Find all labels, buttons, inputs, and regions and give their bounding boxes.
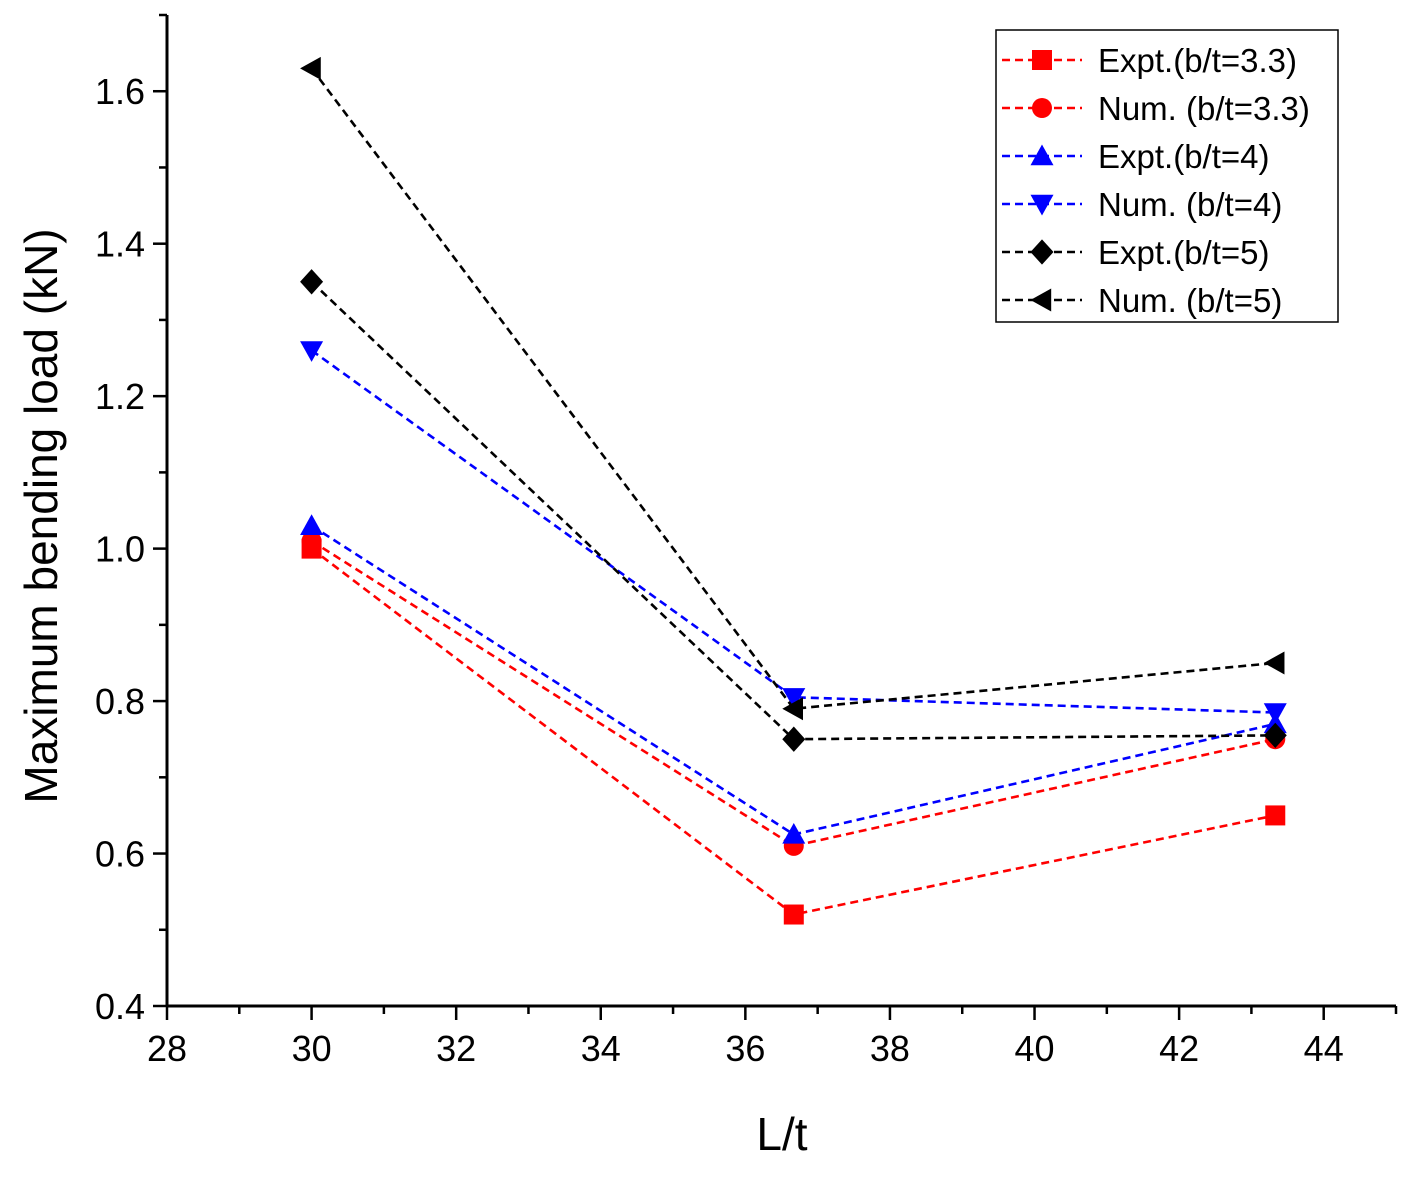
data-point [1265, 805, 1286, 826]
y-tick-label: 0.6 [95, 834, 145, 875]
y-tick-label: 1.4 [95, 224, 145, 265]
legend-label: Expt.(b/t=4) [1098, 138, 1270, 175]
data-point [782, 688, 806, 709]
legend-label: Expt.(b/t=5) [1098, 234, 1270, 271]
legend-item: Num. (b/t=4) [1002, 186, 1282, 223]
x-tick-label: 30 [292, 1028, 332, 1069]
y-tick-label: 0.8 [95, 681, 145, 722]
y-tick-label: 1.6 [95, 71, 145, 112]
legend-label: Expt.(b/t=3.3) [1098, 42, 1297, 79]
data-point [1263, 722, 1287, 749]
data-point [300, 269, 324, 295]
legend-item: Expt.(b/t=5) [1002, 234, 1270, 271]
legend-marker [1032, 98, 1052, 118]
series-4 [300, 341, 1287, 725]
data-point [783, 904, 804, 925]
series-6 [300, 56, 1285, 721]
series-line [310, 539, 1276, 848]
legend-item: Num. (b/t=5) [1002, 282, 1282, 319]
x-tick-label: 32 [436, 1028, 476, 1069]
x-axis-title: L/t [756, 1108, 807, 1160]
legend-label: Num. (b/t=3.3) [1098, 90, 1310, 127]
axes: 28 30 32 34 36 38 40 42 44 0.4 0.6 0.8 1.0 1.2 1.4 1.6 [95, 13, 1398, 1069]
x-tick-label: 42 [1159, 1028, 1199, 1069]
data-point [300, 56, 321, 80]
x-tick-label: 40 [1015, 1028, 1055, 1069]
data-point [782, 697, 803, 721]
legend-marker [1032, 50, 1052, 70]
legend-item: Expt.(b/t=3.3) [1002, 42, 1297, 79]
data-point [1263, 651, 1285, 675]
x-tick-label: 28 [147, 1028, 187, 1069]
legend: Expt.(b/t=3.3) Num. (b/t=3.3) Expt.(b/t=4)… [995, 29, 1339, 323]
series-3 [300, 514, 1287, 844]
legend-item: Num. (b/t=3.3) [1002, 90, 1310, 127]
x-tick-label: 44 [1304, 1028, 1344, 1069]
data-point [300, 514, 324, 535]
x-tick-label: 36 [725, 1028, 765, 1069]
y-tick-label: 0.4 [95, 986, 145, 1027]
series-layer [300, 56, 1287, 925]
legend-marker [1030, 144, 1054, 166]
series-5 [300, 269, 1287, 752]
data-point [301, 530, 322, 551]
series-line [310, 67, 1276, 711]
y-tick-label: 1.2 [95, 376, 145, 417]
legend-marker [1030, 239, 1054, 265]
x-tick-label: 38 [870, 1028, 910, 1069]
series-line [310, 280, 1276, 741]
legend-box [995, 29, 1339, 323]
series-line [310, 349, 1276, 714]
data-point [782, 726, 806, 752]
legend-marker [1030, 288, 1052, 312]
series-line [310, 524, 1276, 836]
y-axis-title: Maximum bending load (kN) [15, 228, 67, 803]
x-tick-label: 34 [581, 1028, 621, 1069]
legend-item: Expt.(b/t=4) [1002, 138, 1270, 175]
legend-label: Num. (b/t=5) [1098, 282, 1282, 319]
data-point [300, 341, 324, 362]
legend-marker [1030, 194, 1054, 216]
data-point [782, 822, 806, 844]
y-tick-label: 1.0 [95, 529, 145, 570]
legend-label: Num. (b/t=4) [1098, 186, 1282, 223]
data-point [1263, 703, 1287, 725]
